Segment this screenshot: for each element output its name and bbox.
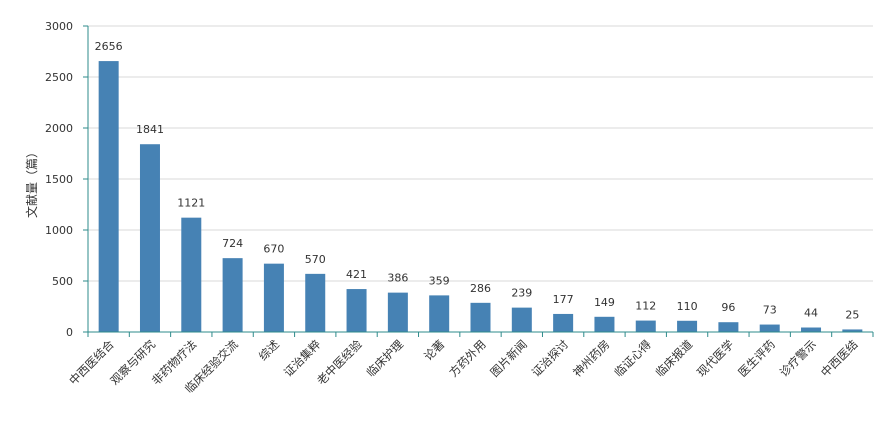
bar bbox=[511, 307, 532, 332]
y-tick-label: 1500 bbox=[45, 173, 73, 186]
data-label: 421 bbox=[346, 268, 367, 281]
x-tick-label: 诊疗警示 bbox=[777, 337, 819, 379]
x-tick-label: 老中医经验 bbox=[314, 337, 365, 388]
grid-lines bbox=[88, 25, 873, 282]
bar bbox=[677, 320, 698, 332]
bar bbox=[263, 263, 284, 332]
x-tick-label: 现代医学 bbox=[694, 337, 736, 379]
data-label: 44 bbox=[804, 307, 818, 320]
bar bbox=[387, 292, 408, 332]
bar bbox=[429, 295, 450, 332]
x-tick-label: 图片新闻 bbox=[488, 337, 530, 379]
bar bbox=[553, 313, 574, 332]
bar bbox=[635, 320, 656, 332]
x-tick-label: 临床护理 bbox=[364, 337, 407, 380]
data-label: 73 bbox=[763, 304, 777, 317]
bars bbox=[98, 61, 863, 332]
bar bbox=[98, 61, 119, 332]
data-label: 110 bbox=[677, 300, 698, 313]
x-tick-label: 证治探讨 bbox=[529, 337, 572, 380]
data-label: 1121 bbox=[177, 197, 205, 210]
bar bbox=[801, 327, 822, 332]
x-tick-label: 中西医结 bbox=[818, 337, 860, 379]
bar bbox=[305, 273, 326, 332]
y-tick-label: 1000 bbox=[45, 224, 73, 237]
y-tick-label: 3000 bbox=[45, 20, 73, 33]
x-tick-label: 神州药房 bbox=[570, 337, 612, 379]
data-label: 149 bbox=[594, 296, 615, 309]
data-label: 25 bbox=[845, 308, 859, 321]
x-tick-label: 医生评药 bbox=[735, 337, 777, 379]
data-label: 177 bbox=[553, 293, 574, 306]
x-tick-label: 证治集粹 bbox=[281, 337, 324, 380]
data-label: 286 bbox=[470, 282, 491, 295]
data-label: 359 bbox=[429, 274, 450, 287]
x-tick-label: 临证心得 bbox=[611, 337, 653, 379]
data-label: 96 bbox=[721, 301, 735, 314]
bar bbox=[346, 289, 367, 332]
bar bbox=[470, 302, 491, 332]
bar bbox=[181, 217, 202, 332]
data-label: 724 bbox=[222, 237, 243, 250]
bar bbox=[842, 329, 863, 332]
data-label: 570 bbox=[305, 253, 326, 266]
data-label: 2656 bbox=[95, 40, 123, 53]
bar bbox=[139, 144, 160, 332]
data-label: 1841 bbox=[136, 123, 164, 136]
data-label: 239 bbox=[511, 287, 532, 300]
y-axis-title: 文献量（篇） bbox=[24, 146, 39, 218]
bar bbox=[718, 322, 739, 332]
y-tick-label: 2500 bbox=[45, 71, 73, 84]
x-tick-label: 临床报道 bbox=[653, 337, 696, 380]
bar bbox=[759, 324, 780, 332]
y-tick-label: 500 bbox=[52, 275, 73, 288]
y-tick-label: 0 bbox=[66, 326, 73, 339]
x-tick-label: 方药外用 bbox=[446, 337, 488, 379]
data-labels: 2656 1841 1121 724 670 570 421 386 359 286 239 177 1… bbox=[95, 40, 860, 321]
x-tick-label: 综述 bbox=[256, 337, 283, 364]
data-label: 112 bbox=[635, 300, 656, 313]
bar bbox=[222, 258, 243, 332]
data-label: 386 bbox=[387, 272, 408, 285]
data-label: 670 bbox=[263, 243, 284, 256]
axes: 050010001500200025003000中西医结合观察与研究非药物疗法临… bbox=[45, 20, 874, 396]
bar bbox=[594, 316, 615, 332]
x-tick-label: 论著 bbox=[421, 337, 447, 363]
y-tick-label: 2000 bbox=[45, 122, 73, 135]
